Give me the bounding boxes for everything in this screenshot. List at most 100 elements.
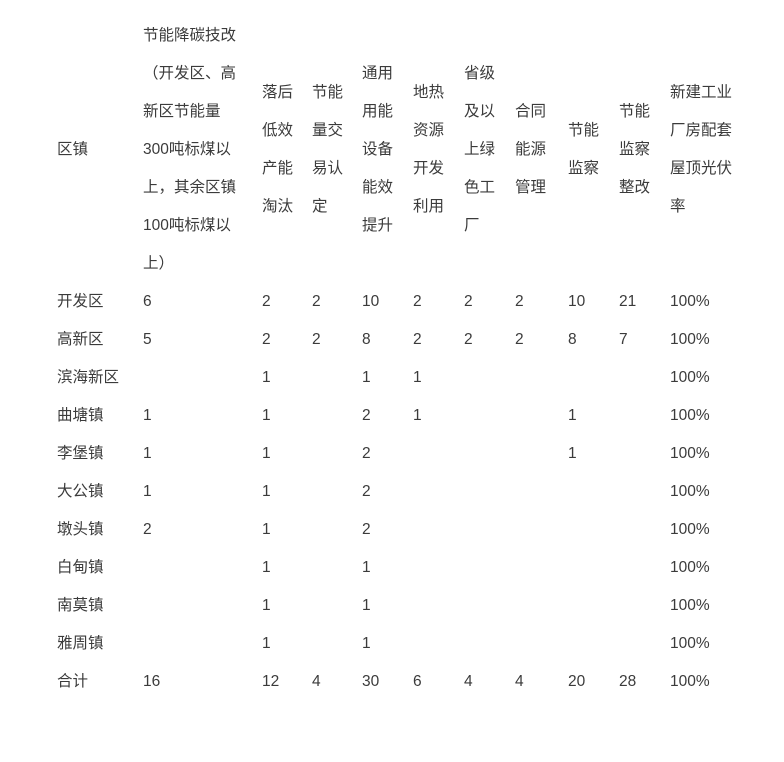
table-cell: 100%: [670, 597, 710, 614]
table-cell: 2: [262, 331, 271, 348]
table-cell: 4: [464, 673, 473, 690]
table-cell: 2: [413, 293, 422, 310]
table-cell: [312, 435, 362, 473]
table-cell: [413, 435, 464, 473]
table-cell: [515, 587, 568, 625]
table-cell: [619, 435, 670, 473]
header-cell: 新建工业厂房配套屋顶光伏率: [670, 84, 733, 215]
table-cell: 4: [312, 673, 321, 690]
table-cell: 28: [619, 673, 637, 690]
table-cell: 10: [362, 293, 380, 310]
table-row: 滨海新区 1 1 1 100%: [57, 359, 770, 397]
table-cell: 1: [262, 559, 271, 576]
table-cell: [619, 473, 670, 511]
energy-tasks-table: 区镇 节能降碳技改（开发区、高新区节能量300吨标煤以上，其余区镇100吨标煤以上…: [57, 17, 770, 701]
table-cell: [515, 625, 568, 663]
document-page: 区镇 节能降碳技改（开发区、高新区节能量300吨标煤以上，其余区镇100吨标煤以上…: [57, 17, 770, 701]
row-label: 大公镇: [57, 483, 104, 500]
table-cell: [619, 587, 670, 625]
table-cell: 30: [362, 673, 380, 690]
row-label: 南莫镇: [57, 597, 104, 614]
table-cell: 10: [568, 293, 586, 310]
table-cell: [568, 549, 619, 587]
table-cell: 2: [312, 331, 321, 348]
table-cell: 12: [262, 673, 280, 690]
header-cell: 合同能源管理: [515, 103, 547, 196]
table-cell: [413, 625, 464, 663]
table-row: 墩头镇 2 1 2 100%: [57, 511, 770, 549]
table-row: 曲塘镇 1 1 2 1 1 100%: [57, 397, 770, 435]
row-label: 雅周镇: [57, 635, 104, 652]
table-cell: 2: [362, 445, 371, 462]
table-cell: 2: [143, 521, 152, 538]
table-cell: [464, 625, 515, 663]
table-row: 高新区 5 2 2 8 2 2 2 8 7 100%: [57, 321, 770, 359]
table-row: 开发区 6 2 2 10 2 2 2 10 21 100%: [57, 283, 770, 321]
table-cell: 5: [143, 331, 152, 348]
table-cell: 1: [362, 635, 371, 652]
table-cell: 1: [362, 559, 371, 576]
table-cell: 21: [619, 293, 637, 310]
row-label: 墩头镇: [57, 521, 104, 538]
table-body: 开发区 6 2 2 10 2 2 2 10 21 100% 高新区 5 2 2 8 2 2 2 8 7 100% 滨海新区 1…: [57, 283, 770, 701]
table-cell: 100%: [670, 673, 710, 690]
table-cell: [413, 473, 464, 511]
table-row: 李堡镇 1 1 2 1 100%: [57, 435, 770, 473]
table-cell: [464, 511, 515, 549]
table-cell: [568, 473, 619, 511]
table-cell: [568, 359, 619, 397]
table-cell: [413, 549, 464, 587]
table-cell: 100%: [670, 445, 710, 462]
table-cell: 1: [143, 445, 152, 462]
row-label: 白甸镇: [57, 559, 104, 576]
table-cell: [464, 397, 515, 435]
table-row: 雅周镇 1 1 100%: [57, 625, 770, 663]
table-cell: [143, 587, 262, 625]
table-header: 区镇 节能降碳技改（开发区、高新区节能量300吨标煤以上，其余区镇100吨标煤以上…: [57, 17, 770, 283]
table-cell: 7: [619, 331, 628, 348]
table-cell: [515, 511, 568, 549]
table-cell: 1: [262, 635, 271, 652]
table-cell: [312, 587, 362, 625]
table-row: 大公镇 1 1 2 100%: [57, 473, 770, 511]
header-cell: 通用用能设备能效提升: [362, 65, 394, 234]
table-cell: 1: [143, 483, 152, 500]
row-label: 高新区: [57, 331, 104, 348]
table-cell: 2: [312, 293, 321, 310]
table-cell: [515, 549, 568, 587]
header-cell: 节能监察整改: [619, 103, 651, 196]
table-cell: 100%: [670, 635, 710, 652]
table-cell: [568, 625, 619, 663]
table-cell: 2: [464, 331, 473, 348]
table-cell: 4: [515, 673, 524, 690]
table-cell: 2: [362, 407, 371, 424]
table-cell: 20: [568, 673, 586, 690]
table-cell: [413, 587, 464, 625]
table-cell: 2: [413, 331, 422, 348]
table-cell: 1: [143, 407, 152, 424]
table-cell: 100%: [670, 407, 710, 424]
table-cell: 1: [568, 445, 577, 462]
table-cell: [143, 549, 262, 587]
table-cell: 100%: [670, 483, 710, 500]
table-cell: [413, 511, 464, 549]
row-label: 李堡镇: [57, 445, 104, 462]
table-cell: [464, 435, 515, 473]
table-cell: [619, 625, 670, 663]
header-cell: 区镇: [57, 141, 89, 158]
table-cell: 2: [464, 293, 473, 310]
table-cell: [312, 397, 362, 435]
table-cell: [143, 625, 262, 663]
table-cell: 2: [362, 521, 371, 538]
header-cell: 节能量交易认定: [312, 84, 344, 215]
table-cell: [312, 625, 362, 663]
table-cell: [619, 511, 670, 549]
table-cell: 8: [362, 331, 371, 348]
table-cell: 2: [262, 293, 271, 310]
table-cell: 1: [262, 521, 271, 538]
table-cell: 100%: [670, 369, 710, 386]
header-cell: 地热资源开发利用: [413, 84, 445, 215]
table-cell: [464, 549, 515, 587]
table-row: 白甸镇 1 1 100%: [57, 549, 770, 587]
table-cell: [464, 473, 515, 511]
